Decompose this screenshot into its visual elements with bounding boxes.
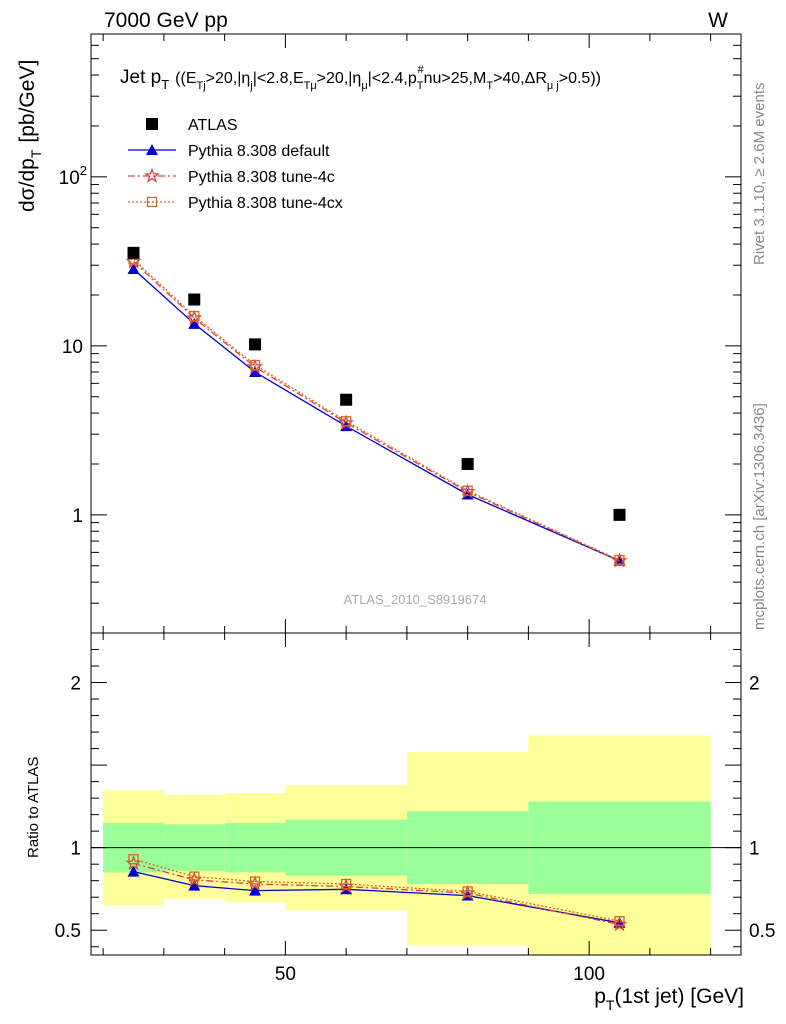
ratio-point-tune4cx-3 <box>340 878 352 890</box>
ratio-point-default-0 <box>127 865 140 877</box>
ratio-panel-content <box>125 854 628 932</box>
main-panel-content <box>125 246 628 568</box>
main-point-atlas-1 <box>188 293 201 306</box>
analysis-watermark: ATLAS_2010_S8919674 <box>344 592 487 607</box>
ratio-y-tick-label-right-2: 2 <box>749 674 760 695</box>
ratio-y-tick-label-left-0.5: 0.5 <box>55 921 81 942</box>
main-plot-title: Jet pT ((ETj>20,|ηj|<2.8,ETμ>20,|ημ|<2.4,… <box>120 64 601 92</box>
main-point-default-2 <box>249 366 262 378</box>
main-point-tune4cx-4 <box>462 485 473 496</box>
ratio-y-axis-label: Ratio to ATLAS <box>25 757 42 858</box>
main-point-atlas-5 <box>613 508 626 521</box>
legend-label-atlas: ATLAS <box>188 117 238 134</box>
x-tick-label-50: 50 <box>275 964 296 985</box>
ratio-y-tick-label-right-0.5: 0.5 <box>749 921 775 942</box>
ratio-point-tune4cx-4 <box>462 886 473 897</box>
process-label: W <box>708 9 728 32</box>
main-line-tune4cx <box>133 258 620 561</box>
main-y-tick-label-1: 1 <box>72 506 83 527</box>
rivet-label: Rivet 3.1.10, ≥ 2.6M events <box>751 83 768 266</box>
x-tick-label-100: 100 <box>573 964 605 985</box>
ratio-y-tick-label-left-2: 2 <box>70 674 81 695</box>
main-y-tick-label-100: 102 <box>59 163 87 189</box>
legend-marker-tune4c <box>144 167 160 183</box>
legend-label-default: Pythia 8.308 default <box>188 143 330 160</box>
ratio-y-tick-label-left-1: 1 <box>70 839 81 860</box>
main-point-tune4cx-5 <box>614 554 625 566</box>
legend-label-tune4c: Pythia 8.308 tune-4c <box>188 169 335 186</box>
ratio-point-tune4cx-2 <box>249 876 261 887</box>
x-axis-label: pT(1st jet) [GeV] <box>594 985 744 1013</box>
ratio-point-default-2 <box>249 884 262 896</box>
ratio-point-default-1 <box>188 879 201 891</box>
ratio-y-tick-label-right-1: 1 <box>749 839 760 860</box>
ratio-bands-group <box>91 735 741 955</box>
ratio-point-tune4cx-0 <box>128 854 139 865</box>
main-point-tune4cx-2 <box>249 359 261 371</box>
ratio-line-default <box>133 870 620 924</box>
ratio-point-tune4cx-1 <box>189 871 200 882</box>
ratio-line-tune4cx <box>133 858 620 922</box>
mcplots-label: mcplots.cern.ch [arXiv:1306.3436] <box>751 403 768 630</box>
ratio-point-tune4cx-5 <box>614 915 625 927</box>
ratio-line-tune4c <box>133 862 620 926</box>
legend-marker-tune4cx <box>146 196 158 208</box>
main-line-default <box>133 268 620 562</box>
legend-label-tune4cx: Pythia 8.308 tune-4cx <box>188 195 343 212</box>
main-point-atlas-2 <box>249 338 262 351</box>
main-point-atlas-4 <box>461 457 474 470</box>
main-point-default-1 <box>188 317 201 329</box>
main-point-atlas-3 <box>340 393 353 406</box>
energy-label: 7000 GeV pp <box>104 9 228 32</box>
legend-marker-default <box>146 144 158 155</box>
axes-group: 50 100 1 10 102 0.5 0.5 1 1 2 2 <box>55 33 775 985</box>
legend: ATLAS Pythia 8.308 default Pythia 8.308 tu… <box>128 117 343 212</box>
main-line-tune4c <box>133 261 620 562</box>
main-point-tune4cx-1 <box>189 310 200 322</box>
legend-marker-atlas <box>146 118 158 130</box>
main-y-tick-label-10: 10 <box>62 337 83 358</box>
ratio-frame <box>90 632 742 956</box>
main-point-default-0 <box>127 262 140 274</box>
main-point-atlas-0 <box>127 246 140 259</box>
main-y-axis-label: dσ/dpT[pb/GeV] <box>16 60 44 212</box>
main-point-tune4cx-3 <box>340 416 352 427</box>
